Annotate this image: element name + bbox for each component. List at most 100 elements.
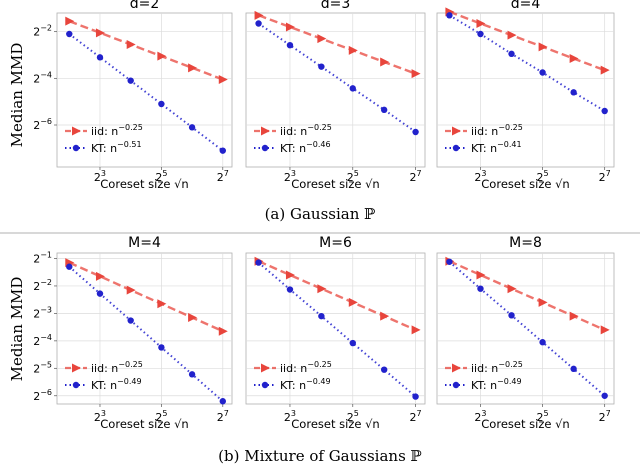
panel-title: M=4	[128, 235, 161, 251]
data-point-iid	[476, 270, 486, 280]
data-point-iid	[95, 271, 105, 281]
legend-marker-kt	[452, 144, 460, 152]
series-line-kt	[448, 14, 606, 112]
data-point-iid	[285, 22, 295, 32]
series-line-kt	[258, 22, 417, 133]
series-line-iid	[68, 261, 224, 333]
data-point-kt	[127, 77, 134, 84]
data-point-iid	[380, 57, 390, 67]
data-point-kt	[601, 392, 608, 399]
data-point-kt	[508, 50, 515, 58]
legend-marker-iid	[261, 363, 270, 373]
x-tick-label: 25	[155, 409, 167, 424]
data-point-kt	[412, 393, 419, 400]
y-tick-label: 2−6	[33, 117, 52, 132]
y-tick-label: 2−4	[33, 70, 52, 85]
legend-marker-kt	[261, 144, 269, 152]
legend-marker-iid	[452, 363, 461, 373]
data-point-kt	[286, 286, 294, 293]
data-point-kt	[570, 89, 577, 96]
x-axis-label: Coreset size √n	[100, 177, 188, 191]
data-point-iid	[348, 45, 358, 55]
data-point-iid	[218, 326, 228, 336]
data-point-kt	[219, 147, 226, 154]
legend: iid: n−0.25 KT: n−0.51	[65, 123, 143, 155]
chart-panel-M=4: M=4 23 25 27 2−1 2−2 2−3 2−4 2−5 2−6 Coreset size …	[33, 235, 233, 431]
data-point-kt	[318, 63, 325, 70]
x-tick-label: 23	[474, 169, 486, 184]
chart-panel-M=8: M=8 23 25 27 Coreset size √n iid: n−0.25 KT: n…	[436, 235, 615, 431]
data-point-iid	[157, 299, 167, 309]
legend-label-kt: KT: n−0.46	[280, 140, 331, 155]
series-line-iid	[258, 14, 417, 75]
plot-area	[245, 12, 426, 168]
data-point-kt	[508, 312, 515, 319]
data-point-kt	[188, 124, 196, 131]
data-point-kt	[349, 339, 356, 347]
data-point-kt	[570, 365, 577, 373]
x-tick-label: 27	[599, 409, 611, 424]
data-point-kt	[96, 54, 104, 61]
chart-panels: d=2 23 25 27 2−2 2−4 2−6 Coreset size √n iid: n−…	[33, 0, 615, 431]
caption-bottom: (b) Mixture of Gaussians ℙ	[218, 447, 422, 465]
series-line-kt	[257, 261, 417, 398]
legend: iid: n−0.25 KT: n−0.49	[445, 360, 523, 392]
x-tick-label: 23	[474, 409, 486, 424]
chart-panel-d=4: d=4 23 25 27 Coreset size √n iid: n−0.25 KT: n…	[436, 0, 615, 191]
legend-marker-iid	[261, 126, 270, 136]
series-line-iid	[258, 260, 417, 331]
x-tick-label: 27	[410, 169, 422, 184]
data-point-iid	[188, 63, 198, 73]
data-point-iid	[65, 16, 75, 26]
data-point-iid	[218, 75, 228, 84]
data-point-iid	[348, 297, 358, 307]
data-point-kt	[380, 366, 388, 373]
data-point-iid	[126, 40, 136, 49]
data-point-iid	[254, 10, 264, 20]
legend: iid: n−0.25 KT: n−0.49	[254, 360, 332, 392]
data-point-kt	[412, 128, 419, 136]
legend-label-kt: KT: n−0.49	[91, 377, 142, 392]
x-tick-label: 25	[347, 169, 359, 184]
data-point-kt	[219, 398, 226, 405]
data-point-kt	[318, 312, 325, 320]
data-point-kt	[286, 42, 294, 49]
data-point-iid	[507, 284, 517, 294]
data-point-kt	[446, 12, 453, 19]
data-point-kt	[158, 344, 165, 351]
data-point-iid	[411, 69, 421, 79]
legend-marker-iid	[452, 126, 461, 136]
data-point-kt	[446, 258, 453, 265]
data-point-iid	[317, 34, 327, 44]
y-tick-label: 2−6	[33, 388, 52, 403]
data-point-kt	[477, 30, 484, 38]
y-axis-label-top: Median MMD	[8, 43, 26, 148]
x-tick-label: 27	[217, 409, 229, 424]
x-tick-label: 23	[284, 169, 296, 184]
data-point-iid	[476, 19, 486, 28]
data-point-iid	[600, 325, 610, 335]
data-point-kt	[349, 85, 356, 92]
legend-label-kt: KT: n−0.51	[91, 140, 142, 155]
panel-title: d=2	[130, 0, 160, 12]
legend-label-kt: KT: n−0.41	[471, 140, 522, 155]
y-tick-label: 2−5	[33, 360, 52, 375]
legend-label-kt: KT: n−0.49	[280, 377, 331, 392]
data-point-kt	[601, 107, 608, 115]
data-point-kt	[255, 20, 262, 27]
data-point-iid	[126, 285, 136, 295]
data-point-iid	[538, 297, 548, 307]
x-tick-label: 25	[347, 409, 359, 424]
series-line-iid	[68, 20, 224, 81]
y-tick-label: 2−2	[33, 24, 52, 39]
data-point-iid	[569, 311, 579, 321]
panel-title: d=4	[511, 0, 541, 12]
x-tick-label: 27	[217, 169, 229, 184]
legend: iid: n−0.25 KT: n−0.46	[254, 123, 332, 155]
x-tick-label: 25	[537, 409, 549, 424]
data-point-kt	[96, 290, 104, 297]
data-point-iid	[538, 42, 548, 52]
chart-panel-d=2: d=2 23 25 27 2−2 2−4 2−6 Coreset size √n iid: n−…	[33, 0, 233, 191]
y-tick-label: 2−3	[33, 305, 52, 320]
data-point-kt	[255, 259, 262, 266]
